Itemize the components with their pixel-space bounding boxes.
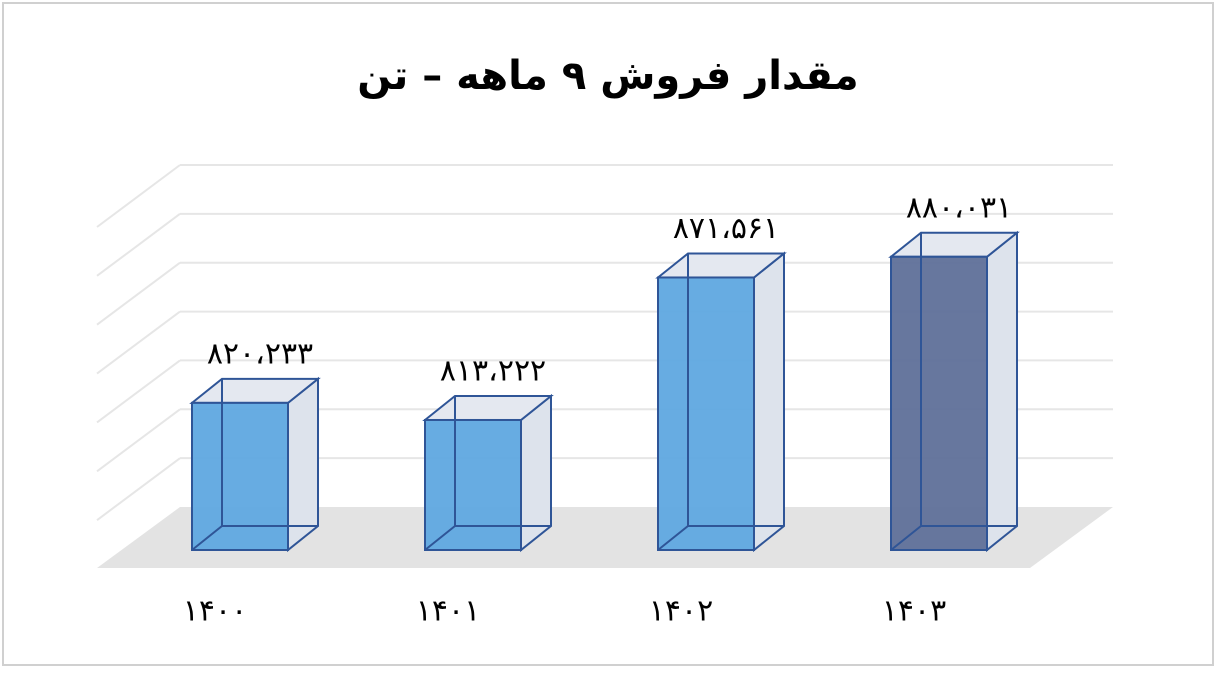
bar-side bbox=[986, 230, 1018, 553]
floor bbox=[97, 507, 1113, 568]
value-label: ۸۸۰،۰۳۱ bbox=[906, 190, 1012, 225]
chart-title: مقدار فروش ۹ ماهه – تن bbox=[357, 53, 858, 99]
bar bbox=[191, 401, 289, 551]
x-tick-label: ۱۴۰۲ bbox=[649, 594, 713, 629]
grid-line bbox=[96, 457, 181, 521]
bar-side bbox=[287, 376, 319, 553]
grid-line bbox=[96, 164, 181, 228]
x-tick-label: ۱۴۰۳ bbox=[882, 594, 946, 629]
grid-line bbox=[96, 261, 181, 326]
value-label: ۸۷۱،۵۶۱ bbox=[673, 211, 779, 246]
bar bbox=[424, 418, 522, 552]
x-tick-label: ۱۴۰۰ bbox=[183, 594, 247, 629]
grid-line bbox=[96, 310, 181, 375]
grid-line bbox=[96, 408, 181, 473]
value-label: ۸۲۰،۲۳۳ bbox=[207, 336, 313, 371]
value-label: ۸۱۳،۲۲۲ bbox=[440, 353, 546, 388]
bar bbox=[657, 276, 755, 551]
bar-side bbox=[753, 251, 785, 553]
grid-line bbox=[96, 213, 181, 277]
bar bbox=[890, 255, 988, 551]
x-tick-label: ۱۴۰۱ bbox=[416, 594, 480, 629]
grid-line bbox=[96, 359, 181, 424]
